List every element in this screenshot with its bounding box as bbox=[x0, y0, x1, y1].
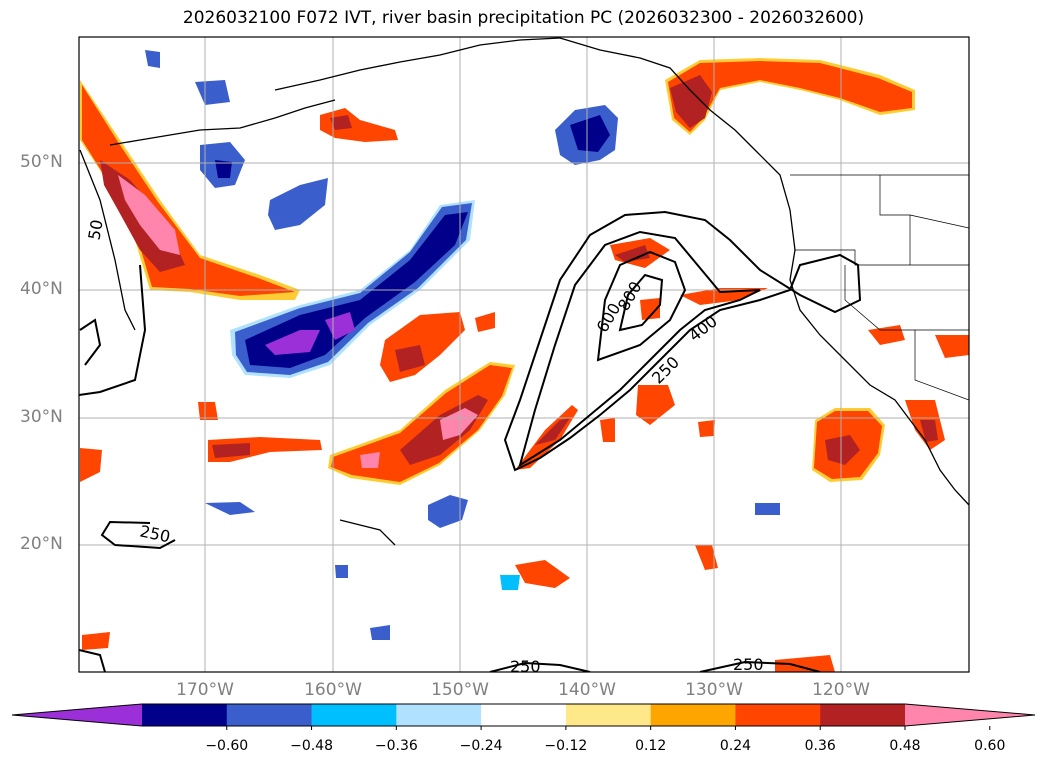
colorbar-extend-min bbox=[12, 704, 142, 726]
colorbar-tick-label: 0.24 bbox=[719, 738, 752, 754]
lon-label-150w: 150°W bbox=[431, 680, 489, 700]
contour-label: 250 bbox=[510, 657, 541, 676]
positive-anomaly-region bbox=[680, 288, 768, 305]
lon-label-160w: 160°W bbox=[304, 680, 362, 700]
negative-anomaly-region bbox=[265, 330, 320, 355]
lon-label-140w: 140°W bbox=[558, 680, 616, 700]
colorbar-segment bbox=[565, 704, 652, 726]
colorbar-tick-label: 0.48 bbox=[889, 738, 921, 754]
colorbar-tick-label: −0.24 bbox=[459, 738, 503, 754]
lon-label-170w: 170°W bbox=[176, 680, 234, 700]
negative-anomaly-region bbox=[500, 575, 520, 590]
coastlines bbox=[79, 37, 969, 546]
positive-anomaly-region bbox=[615, 245, 650, 262]
positive-anomaly-region bbox=[695, 545, 718, 570]
colorbar-segment bbox=[226, 704, 313, 726]
positive-anomaly-region bbox=[118, 175, 180, 255]
positive-anomaly-region bbox=[920, 420, 938, 442]
negative-anomaly-region bbox=[245, 212, 468, 368]
positive-anomaly-region bbox=[775, 655, 835, 672]
colorbar-extend-max bbox=[905, 704, 1035, 726]
positive-anomaly-region bbox=[198, 402, 218, 420]
colorbar-segment bbox=[142, 704, 228, 726]
colorbar-segment bbox=[481, 704, 567, 726]
positive-anomaly-region bbox=[330, 115, 352, 130]
lat-label-50n: 50°N bbox=[20, 152, 63, 172]
positive-anomaly-region bbox=[698, 420, 715, 437]
gridlines bbox=[79, 37, 969, 672]
colorbar-segment bbox=[311, 704, 397, 726]
positive-anomaly-region bbox=[535, 418, 570, 445]
colorbar-tick-label: 0.36 bbox=[804, 738, 836, 754]
positive-anomaly-region bbox=[935, 335, 969, 358]
map-frame bbox=[78, 36, 970, 673]
negative-anomaly-region bbox=[195, 80, 230, 105]
ivt-contours bbox=[79, 210, 862, 672]
map-title: 2026032100 F072 IVT, river basin precipi… bbox=[182, 8, 865, 28]
positive-anomaly-region bbox=[360, 452, 380, 468]
colorbar bbox=[11, 703, 1036, 730]
positive-anomaly-region bbox=[80, 448, 102, 482]
positive-anomaly-region bbox=[640, 298, 660, 320]
contour-label: 250 bbox=[733, 655, 764, 674]
lon-label-130w: 130°W bbox=[685, 680, 743, 700]
positive-anomaly-region bbox=[636, 385, 675, 425]
colorbar-tick-label: −0.60 bbox=[205, 738, 249, 754]
positive-anomaly-region bbox=[475, 312, 495, 332]
colorbar-segment bbox=[735, 704, 821, 726]
negative-anomaly-region bbox=[268, 178, 328, 230]
positive-anomaly-region bbox=[670, 75, 712, 128]
negative-anomaly-region bbox=[335, 565, 348, 578]
negative-anomaly-region bbox=[145, 50, 160, 68]
colorbar-segment bbox=[650, 704, 736, 726]
positive-anomaly-region bbox=[395, 345, 425, 372]
positive-anomaly-region bbox=[82, 632, 110, 650]
colorbar-segment bbox=[396, 704, 482, 726]
negative-anomaly-region bbox=[428, 495, 468, 528]
contour-label: 50 bbox=[84, 218, 106, 241]
state-borders bbox=[790, 174, 969, 401]
negative-anomaly-region bbox=[570, 115, 610, 152]
lat-label-40n: 40°N bbox=[20, 279, 63, 299]
positive-anomaly-region bbox=[600, 418, 615, 442]
lon-label-120w: 120°W bbox=[812, 680, 870, 700]
negative-anomaly-region bbox=[215, 160, 232, 178]
colorbar-tick-label: 0.60 bbox=[974, 738, 1006, 754]
positive-anomaly-region bbox=[668, 61, 912, 132]
colorbar-segment bbox=[820, 704, 906, 726]
positive-anomaly-region bbox=[440, 408, 478, 440]
colorbar-outline bbox=[11, 703, 1036, 727]
lat-label-30n: 30°N bbox=[20, 407, 63, 427]
positive-anomaly-region bbox=[825, 435, 860, 465]
negative-anomaly-region bbox=[755, 503, 780, 515]
negative-anomaly-region bbox=[370, 625, 390, 640]
positive-anomaly-region bbox=[515, 560, 570, 588]
colorbar-tick-label: −0.48 bbox=[290, 738, 333, 754]
colorbar-tick-label: −0.12 bbox=[544, 738, 588, 754]
negative-anomaly-region bbox=[205, 502, 255, 515]
colorbar-tick-label: −0.36 bbox=[374, 738, 418, 754]
lat-label-20n: 20°N bbox=[20, 534, 63, 554]
positive-anomaly-region bbox=[212, 443, 250, 458]
colorbar-tick-label: 0.12 bbox=[635, 738, 667, 754]
